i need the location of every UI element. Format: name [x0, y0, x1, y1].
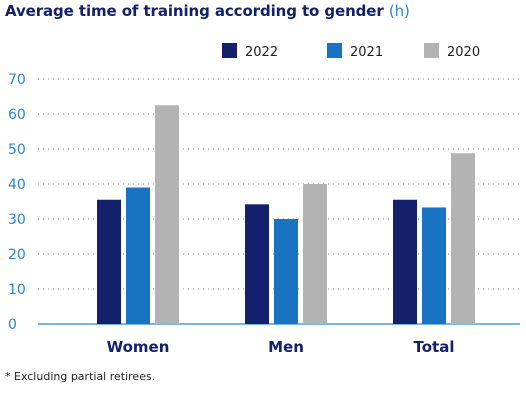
y-tick-label: 60 [8, 107, 26, 123]
bar-2022-total [393, 199, 417, 324]
bar-2021-men [274, 219, 298, 324]
chart-title: Average time of training according to ge… [5, 2, 410, 20]
legend-swatch-2022 [222, 43, 237, 58]
bar-2022-men [245, 204, 269, 324]
bar-2021-women [126, 187, 150, 324]
legend-swatch-2020 [424, 43, 439, 58]
chart-title-unit: (h) [388, 2, 410, 20]
legend-label-2021: 2021 [350, 45, 383, 60]
footnote: * Excluding partial retirees. [5, 370, 156, 383]
y-tick-label: 40 [8, 177, 26, 193]
x-category-label: Total [414, 338, 455, 356]
legend-swatch-2021 [327, 43, 342, 58]
legend-label-2022: 2022 [245, 45, 278, 60]
legend-label-2020: 2020 [447, 45, 480, 60]
x-category-label: Women [107, 338, 170, 356]
chart-title-text: Average time of training according to ge… [5, 2, 384, 20]
bar-2021-total [422, 207, 446, 324]
x-category-label: Men [268, 338, 304, 356]
bar-2020-total [451, 153, 475, 324]
y-tick-label: 30 [8, 212, 26, 228]
bar-2022-women [97, 199, 121, 324]
y-tick-label: 50 [8, 142, 26, 158]
bar-2020-women [155, 105, 179, 324]
bar-2020-men [303, 184, 327, 324]
y-tick-label: 10 [8, 282, 26, 298]
y-tick-label: 0 [8, 317, 17, 333]
y-tick-label: 20 [8, 247, 26, 263]
y-tick-label: 70 [8, 72, 26, 88]
